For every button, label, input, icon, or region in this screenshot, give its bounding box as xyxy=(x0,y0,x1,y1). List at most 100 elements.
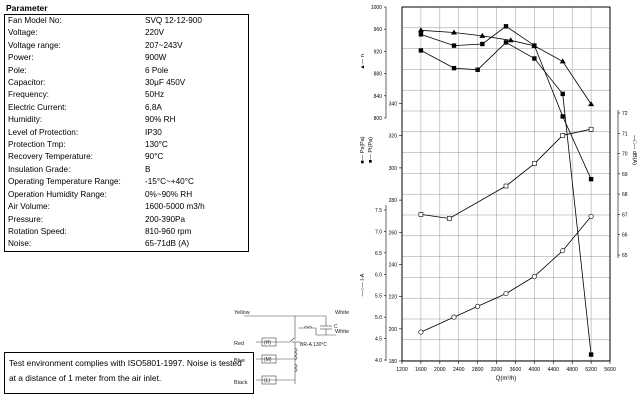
speed-point xyxy=(559,58,566,64)
noise-axis-title: —□— dB(A) xyxy=(631,135,637,165)
parameter-label: Insulation Grade: xyxy=(8,164,71,174)
pressure-tick-label: 260 xyxy=(389,230,398,236)
parameter-label: Air Volume: xyxy=(8,202,50,212)
parameter-label: Rotation Speed: xyxy=(8,226,67,236)
x-tick-label: 4800 xyxy=(566,367,578,373)
x-tick-label: 3600 xyxy=(510,367,522,373)
current-tick-label: 4.5 xyxy=(375,337,382,343)
series-line-I xyxy=(420,216,592,333)
chart-series xyxy=(417,24,595,357)
parameter-label: Capacitor: xyxy=(8,78,46,88)
parameter-row: Fan Model No: SVQ 12-12-900 xyxy=(5,15,249,28)
parameter-row: Capacitor: 30μF 450V xyxy=(5,77,249,89)
parameter-value: 50Hz xyxy=(145,90,165,100)
parameter-label: Pole: xyxy=(8,65,27,75)
parameter-value: 207~243V xyxy=(145,40,183,50)
pressure-tick-label: 300 xyxy=(389,166,398,172)
tap-label-low: (L) xyxy=(264,378,270,384)
pressure-point-Pst xyxy=(451,65,457,71)
pressure-point-Pst xyxy=(588,352,594,357)
x-tick-label: 5200 xyxy=(585,367,597,373)
current-axis-title: —○— I-A xyxy=(360,273,366,296)
parameter-value: 130°C xyxy=(145,140,168,150)
x-tick-label: 3200 xyxy=(491,367,503,373)
noise-point xyxy=(560,133,566,138)
parameter-value: 220V xyxy=(145,28,165,38)
parameter-value: -15°C~+40°C xyxy=(145,177,194,187)
speed-tick-label: 1000 xyxy=(371,5,382,11)
pressure-point-Pt xyxy=(480,41,485,47)
noise-tick-label: 66 xyxy=(622,233,628,239)
wire-label-white-2: White xyxy=(335,329,349,335)
current-tick-label: 5.0 xyxy=(375,315,382,321)
parameter-value: 810-960 rpm xyxy=(145,226,192,236)
speed-tick-label: 800 xyxy=(374,116,383,122)
tap-label-medium: (M) xyxy=(264,357,272,363)
noise-tick-label: 67 xyxy=(622,212,628,218)
speed-tick-label: 960 xyxy=(374,27,383,33)
parameter-row: Power: 900W xyxy=(5,52,249,64)
speed-point xyxy=(588,101,595,107)
parameter-value: 65-71dB (A) xyxy=(145,239,190,249)
noise-point xyxy=(446,216,452,221)
thermal-protector xyxy=(289,337,295,343)
pressure-tick-label: 340 xyxy=(389,102,398,108)
pressure-point-Pt xyxy=(532,43,537,48)
tap-label-high: (H) xyxy=(264,340,271,346)
pressure-tick-label: 280 xyxy=(389,198,398,204)
parameter-label: Operating Temperature Range: xyxy=(8,177,121,187)
parameter-row: Voltage range: 207~243V xyxy=(5,40,249,52)
current-point xyxy=(503,291,509,297)
test-note-text: Test environment complies with ISO5801-1… xyxy=(9,358,242,383)
speed-axis-title: ▲— n xyxy=(360,54,366,70)
wiring-diagram: Yellow White White Red Blue Black (H) (M… xyxy=(234,310,349,386)
x-tick-label: 4400 xyxy=(547,367,559,373)
noise-point xyxy=(532,161,537,167)
main-winding xyxy=(294,363,298,373)
speed-point xyxy=(417,27,424,33)
protector-label: BR-A 130°C xyxy=(300,342,327,348)
parameter-value: SVQ 12-12-900 xyxy=(145,16,202,25)
wire-label-blue: Blue xyxy=(234,358,245,364)
parameter-row: Humidity: 90% RH xyxy=(5,114,249,126)
current-tick-label: 7.0 xyxy=(375,229,382,235)
wire-label-white-1: White xyxy=(335,310,349,316)
parameter-label: Power: xyxy=(8,53,34,63)
x-tick-label: 2800 xyxy=(472,367,484,373)
speed-point xyxy=(451,29,457,35)
performance-chart: 1200 1600 2000 2400 2800 3200 3600 4000 4400 4800… xyxy=(360,5,637,382)
pressure-tick-label: 220 xyxy=(389,295,398,301)
parameter-row: Protection Tmp: 130°C xyxy=(5,139,249,151)
pressure-tick-label: 180 xyxy=(389,359,398,365)
aux-winding xyxy=(303,325,313,329)
noise-tick-label: 69 xyxy=(622,172,628,178)
parameter-value: 1600-5000 m3/h xyxy=(145,202,205,212)
wire-label-yellow: Yellow xyxy=(234,310,250,316)
current-point xyxy=(418,329,424,335)
pressure-tick-label: 200 xyxy=(389,327,398,333)
noise-tick-label: 72 xyxy=(622,111,628,117)
parameter-row: Voltage: 220V xyxy=(5,27,249,39)
parameter-row: Insulation Grade: B xyxy=(5,164,249,176)
pressure-point-Pt xyxy=(588,176,594,182)
pressure-point-Pst xyxy=(475,67,480,72)
parameter-table: Fan Model No: SVQ 12-12-900 Voltage: 220V Vo… xyxy=(4,14,249,252)
pressure-point-Pt xyxy=(560,114,565,119)
parameter-value: 30μF 450V xyxy=(145,78,186,88)
parameter-label: Operation Humidity Range: xyxy=(8,189,107,199)
chart-axes: 1200 1600 2000 2400 2800 3200 3600 4000 4400 4800… xyxy=(371,5,628,373)
parameter-label: Pressure: xyxy=(8,214,44,224)
series-line-Pst xyxy=(420,41,592,355)
x-tick-label: 1600 xyxy=(415,367,427,373)
tap-box-l xyxy=(261,375,277,385)
x-tick-label: 2400 xyxy=(453,367,465,373)
parameter-label: Voltage: xyxy=(8,28,38,38)
parameter-value: 6,8A xyxy=(145,102,162,112)
current-point xyxy=(560,248,566,254)
pressure-point-Pt xyxy=(503,24,509,29)
wire-label-red: Red xyxy=(234,341,244,347)
parameter-value: 200-390Pa xyxy=(145,214,186,224)
x-tick-label: 4000 xyxy=(529,367,541,373)
noise-tick-label: 65 xyxy=(622,253,628,259)
parameter-label: Fan Model No: xyxy=(8,16,62,25)
